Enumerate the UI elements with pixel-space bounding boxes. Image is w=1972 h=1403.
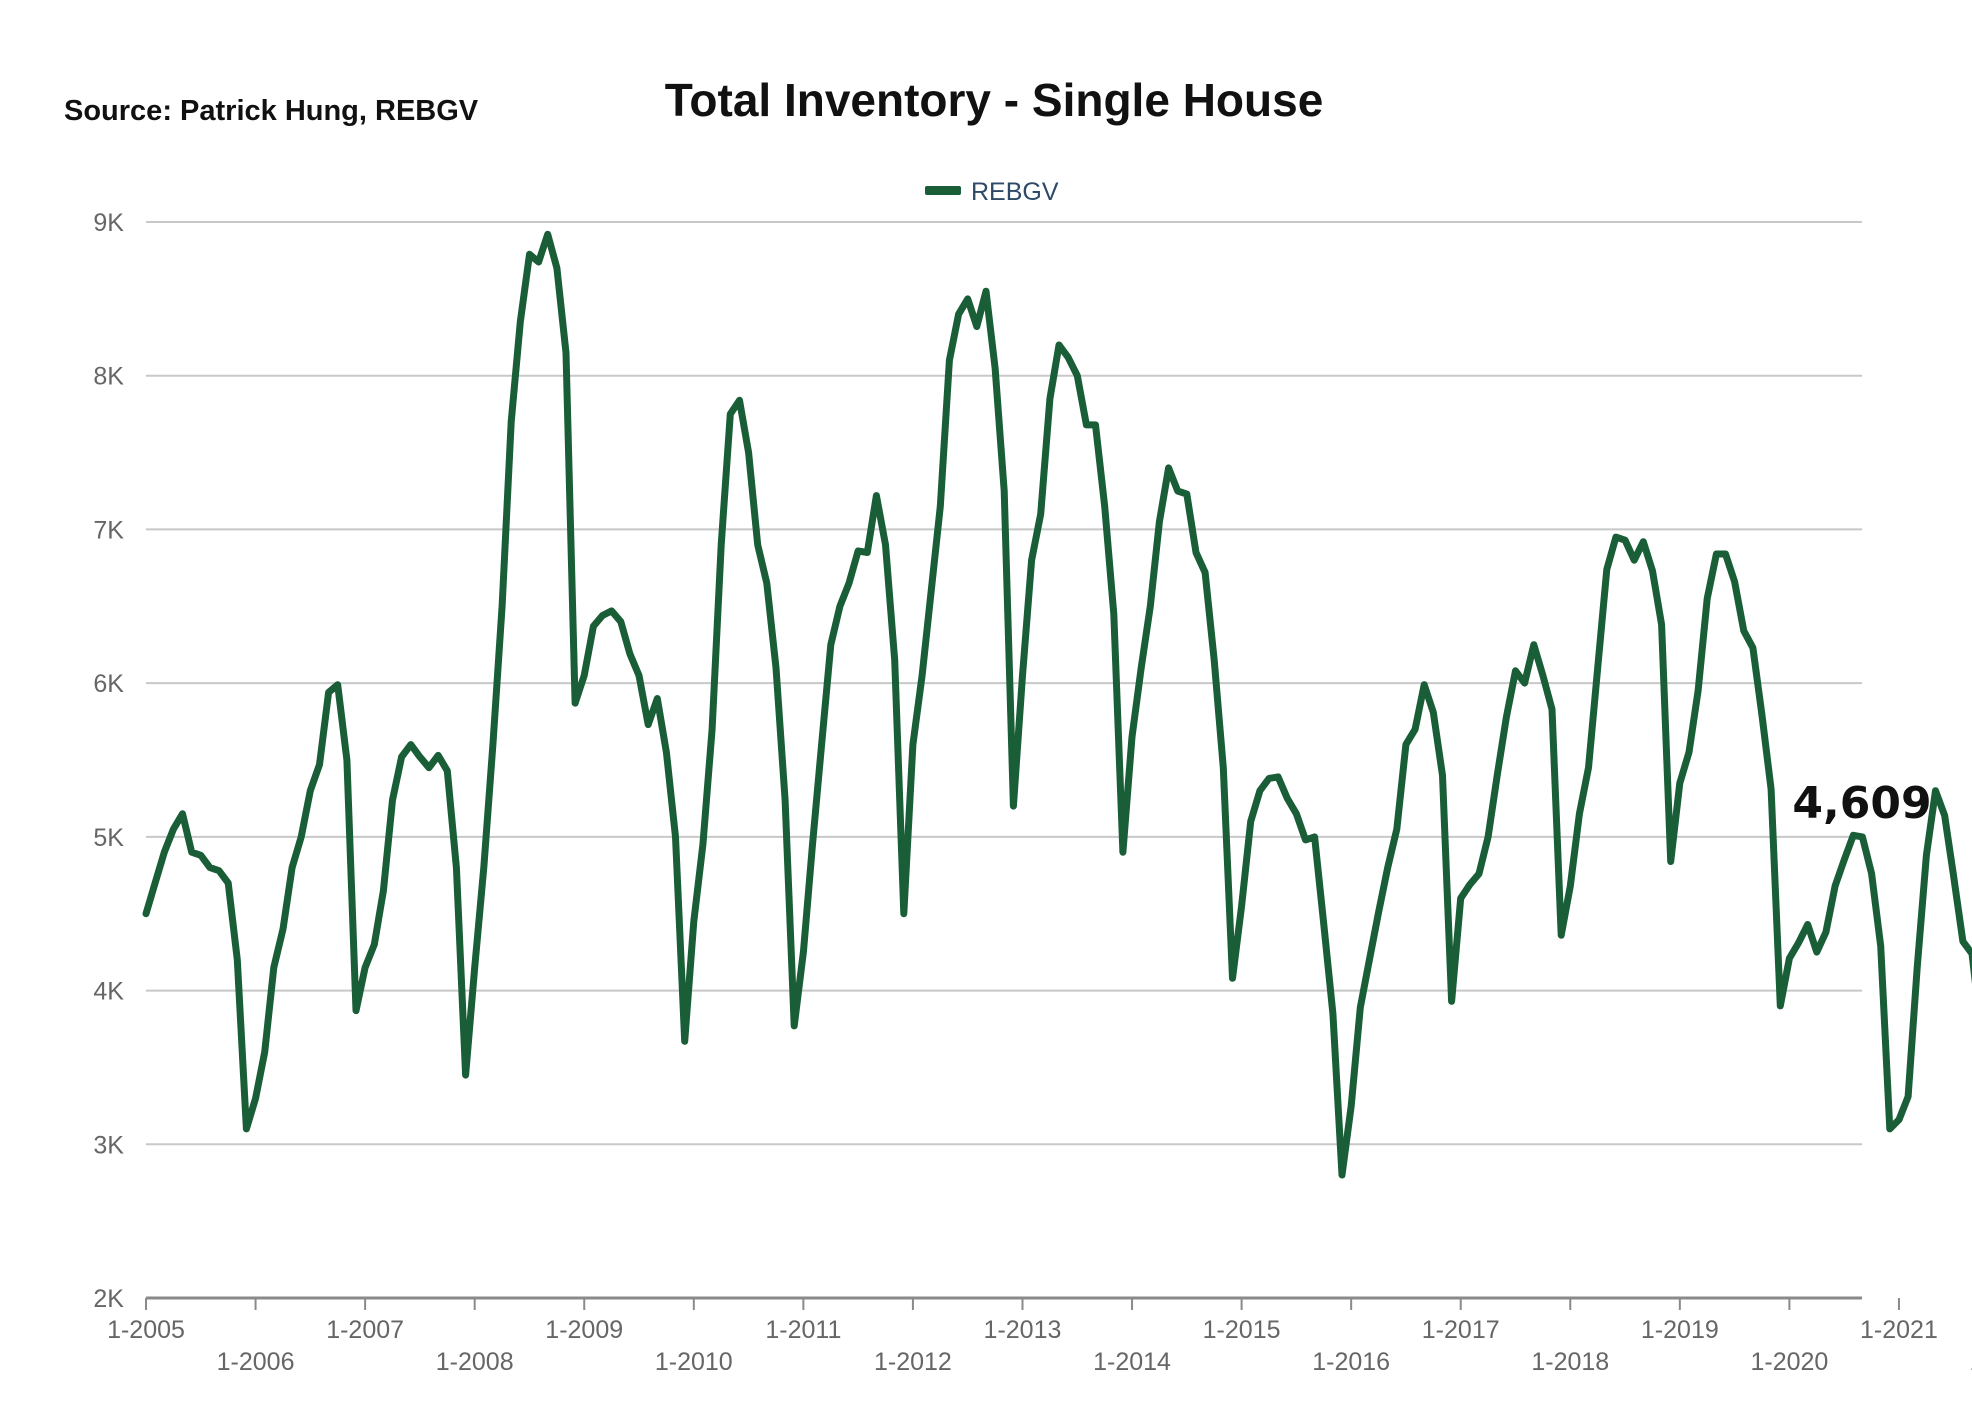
x-tick-label: 1-2015 bbox=[1203, 1316, 1281, 1344]
y-axis: 2K 3K 4K 5K 6K 7K 8K 9K bbox=[93, 209, 124, 1313]
x-tick-label: 1-2012 bbox=[874, 1348, 952, 1376]
y-tick-label: 4K bbox=[93, 978, 124, 1006]
y-tick-label: 9K bbox=[93, 209, 124, 237]
x-tick-label: 1-2022 bbox=[1970, 1348, 1972, 1376]
y-tick-label: 8K bbox=[93, 363, 124, 391]
grid-lines bbox=[146, 221, 1862, 1146]
x-tick-label: 1-2020 bbox=[1750, 1348, 1828, 1376]
y-tick-label: 6K bbox=[93, 670, 124, 698]
series-layer bbox=[142, 230, 1972, 1232]
y-tick-label: 3K bbox=[93, 1131, 124, 1159]
x-tick-labels: 1-2005 1-2006 1-2007 1-2008 1-2009 1-2010 1-20… bbox=[107, 1316, 1972, 1376]
x-tick-label: 1-2021 bbox=[1860, 1316, 1938, 1344]
y-tick-label: 2K bbox=[93, 1285, 124, 1313]
x-tick-label: 1-2014 bbox=[1093, 1348, 1171, 1376]
chart-title: Total Inventory - Single House bbox=[665, 74, 1324, 126]
legend[interactable]: REBGV bbox=[925, 178, 1059, 206]
x-tick-label: 1-2019 bbox=[1641, 1316, 1719, 1344]
legend-label: REBGV bbox=[971, 178, 1059, 206]
x-tick-label: 1-2010 bbox=[655, 1348, 733, 1376]
x-tick-label: 1-2011 bbox=[765, 1316, 841, 1344]
x-tick-label: 1-2013 bbox=[984, 1316, 1062, 1344]
x-tick-label: 1-2016 bbox=[1312, 1348, 1390, 1376]
x-tick-label: 1-2008 bbox=[436, 1348, 514, 1376]
y-tick-label: 5K bbox=[93, 824, 124, 852]
x-tick-label: 1-2017 bbox=[1422, 1316, 1500, 1344]
legend-swatch bbox=[925, 186, 961, 195]
annotation: 4,609 bbox=[1792, 778, 1931, 829]
x-axis bbox=[145, 1296, 1900, 1310]
x-tick-label: 1-2006 bbox=[217, 1348, 295, 1376]
x-tick-label: 1-2009 bbox=[545, 1316, 623, 1344]
series-line[interactable] bbox=[142, 230, 1972, 1232]
x-tick-label: 1-2018 bbox=[1531, 1348, 1609, 1376]
x-tick-label: 1-2007 bbox=[326, 1316, 404, 1344]
annotation-label: 4,609 bbox=[1792, 778, 1931, 829]
source-text: Source: Patrick Hung, REBGV bbox=[64, 95, 479, 127]
x-tick-label: 1-2005 bbox=[107, 1316, 185, 1344]
y-tick-label: 7K bbox=[93, 516, 124, 544]
